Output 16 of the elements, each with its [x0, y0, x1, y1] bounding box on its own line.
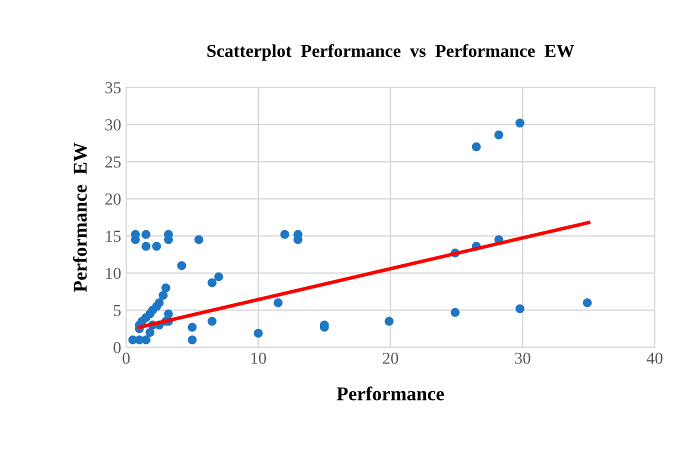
x-tick-label: 10 [251, 352, 266, 364]
x-tick-label: 20 [382, 352, 398, 364]
x-tick-label: 30 [515, 352, 530, 364]
y-tick-label: 15 [106, 230, 121, 242]
x-tick-label: 0 [122, 352, 130, 364]
y-axis-title: Performance EW [72, 142, 87, 292]
y-tick-label: 20 [105, 193, 121, 205]
x-tick-label: 40 [646, 352, 662, 364]
x-axis-title: Performance [336, 386, 444, 400]
y-tick-label: 35 [105, 82, 121, 94]
y-tick-label: 0 [114, 342, 121, 354]
y-tick-label: 10 [106, 268, 121, 279]
y-tick-label: 5 [114, 305, 121, 316]
chart-title: Scatterplot Performance vs Performance EW [207, 44, 574, 61]
y-tick-label: 30 [105, 119, 121, 130]
y-tick-label: 25 [105, 156, 121, 168]
